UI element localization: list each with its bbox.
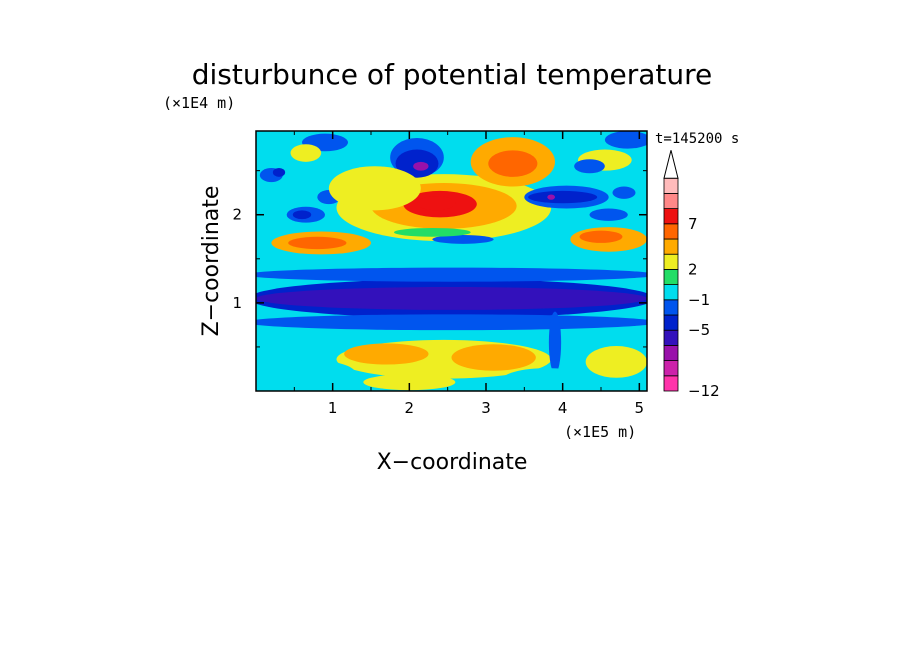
- x-tick-label: 3: [481, 399, 491, 417]
- contour-region: [547, 194, 556, 200]
- contour-region: [256, 287, 647, 310]
- contour-region: [528, 190, 598, 204]
- colorbar-swatch: [663, 268, 679, 285]
- chart-title: disturbunce of potential temperature: [192, 58, 713, 91]
- contour-region: [589, 208, 628, 221]
- colorbar-label: −1: [688, 291, 710, 309]
- contour-region: [488, 150, 538, 177]
- contour-region: [288, 236, 347, 250]
- colorbar-label: −12: [688, 382, 720, 400]
- colorbar-swatch: [663, 314, 679, 331]
- contour-region: [413, 161, 429, 171]
- contour-region: [579, 230, 623, 243]
- plot-frame: [255, 130, 648, 392]
- time-label: t=145200 s: [655, 131, 739, 147]
- colorbar-swatch: [663, 299, 679, 316]
- colorbar-label: 7: [688, 215, 698, 233]
- contour-region: [292, 210, 312, 220]
- contour-region: [328, 166, 421, 211]
- contour-region: [501, 368, 594, 391]
- x-tick-label: 4: [558, 399, 568, 417]
- contour-region: [432, 235, 494, 244]
- y-tick-label: 1: [232, 294, 242, 312]
- colorbar-swatch: [663, 344, 679, 361]
- colorbar-swatch: [663, 223, 679, 240]
- y-tick-label: 2: [232, 206, 242, 224]
- axis-ticks: 1 2 3 4 5 1 2: [232, 131, 647, 417]
- colorbar-swatch: [663, 329, 679, 346]
- contour-region: [612, 186, 636, 199]
- colorbar-label: −5: [688, 321, 710, 339]
- colorbar-swatch: [663, 253, 679, 270]
- contour-region: [548, 311, 562, 374]
- colorbar-label: 2: [688, 260, 698, 278]
- contour-region: [256, 267, 647, 282]
- x-axis-label: X−coordinate: [377, 450, 528, 475]
- contour-region: [394, 227, 471, 237]
- contour-region: [256, 314, 647, 331]
- colorbar-swatch: [663, 208, 679, 225]
- contour-region: [290, 144, 322, 162]
- contour-region: [363, 374, 456, 391]
- heatmap-field: [256, 131, 647, 391]
- contour-region: [585, 346, 647, 378]
- colorbar-swatch: [663, 284, 679, 301]
- colorbar-swatch: [663, 360, 679, 377]
- colorbar: −12−5−127: [663, 150, 720, 400]
- contour-region: [417, 196, 456, 211]
- x-axis-unit: (×1E5 m): [564, 423, 636, 441]
- colorbar-swatch: [663, 177, 679, 194]
- contour-region: [344, 343, 429, 365]
- colorbar-extend-arrow: [663, 150, 679, 179]
- colorbar-swatch: [663, 192, 679, 209]
- contour-region: [574, 159, 605, 174]
- x-tick-label: 2: [405, 399, 415, 417]
- contour-region: [604, 131, 647, 149]
- colorbar-swatch: [663, 238, 679, 255]
- contour-region: [451, 344, 536, 371]
- contour-region: [263, 360, 356, 387]
- y-axis-label: Z−coordinate: [199, 186, 224, 337]
- contour-region: [272, 168, 286, 177]
- x-tick-label: 5: [635, 399, 645, 417]
- x-tick-label: 1: [328, 399, 338, 417]
- colorbar-swatch: [663, 375, 679, 392]
- y-axis-unit: (×1E4 m): [163, 94, 235, 112]
